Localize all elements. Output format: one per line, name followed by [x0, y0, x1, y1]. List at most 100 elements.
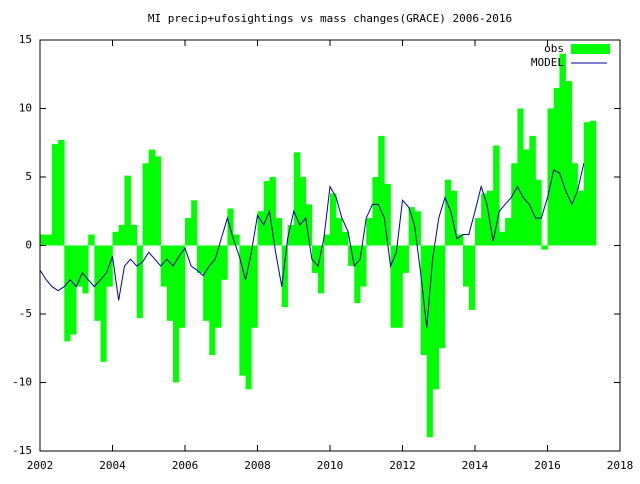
bar	[185, 218, 192, 246]
bar	[402, 245, 409, 273]
bar	[82, 245, 89, 294]
bar	[40, 234, 47, 246]
y-tick-label: 0	[25, 239, 32, 252]
bar	[251, 245, 258, 328]
bar	[408, 207, 415, 246]
bar	[178, 245, 186, 328]
bar	[124, 175, 131, 246]
bar	[493, 145, 500, 246]
bar	[70, 245, 77, 335]
legend-swatch	[571, 44, 610, 54]
model-line	[39, 163, 585, 328]
legend-label: obs	[544, 42, 564, 55]
bar	[456, 234, 464, 246]
bar	[76, 245, 83, 287]
bar	[136, 245, 143, 319]
bar	[553, 87, 560, 246]
x-tick-label: 2006	[172, 459, 199, 472]
bar	[318, 245, 325, 294]
bar	[481, 193, 488, 246]
bar	[577, 190, 585, 246]
bar	[366, 218, 373, 246]
bar	[475, 218, 482, 246]
bar	[360, 245, 367, 287]
bar	[112, 231, 119, 246]
bar	[438, 245, 446, 349]
bar	[130, 224, 138, 246]
bar	[432, 245, 440, 390]
bar	[263, 181, 270, 246]
bar	[330, 193, 337, 246]
bar	[142, 163, 150, 246]
bar	[51, 144, 59, 246]
bar	[463, 245, 470, 287]
bar	[444, 179, 452, 246]
bar	[589, 120, 597, 246]
bar	[118, 224, 125, 246]
bar	[486, 190, 494, 246]
bar	[281, 245, 288, 308]
bar	[46, 234, 53, 246]
bar	[245, 245, 252, 390]
bar	[166, 245, 174, 321]
x-tick-label: 2014	[462, 459, 489, 472]
bar	[523, 149, 530, 246]
bar	[565, 81, 573, 246]
bar	[299, 177, 307, 246]
bar	[196, 245, 204, 273]
bar	[535, 179, 542, 246]
bar	[100, 245, 107, 362]
bar	[354, 245, 361, 304]
bar	[227, 208, 234, 246]
bar	[378, 135, 385, 246]
bar	[390, 245, 397, 328]
x-tick-label: 2018	[607, 459, 634, 472]
bar	[311, 245, 319, 273]
x-tick-label: 2010	[317, 459, 344, 472]
bar	[173, 245, 180, 383]
legend-label: MODEL	[531, 56, 564, 69]
bar	[511, 163, 518, 246]
bar	[215, 245, 222, 328]
x-tick-label: 2002	[27, 459, 54, 472]
bar	[414, 211, 421, 246]
bar	[341, 231, 349, 246]
y-tick-label: 15	[19, 33, 32, 46]
bar	[287, 224, 295, 246]
y-tick-label: -15	[12, 444, 32, 457]
bar	[191, 200, 198, 246]
bar	[396, 245, 403, 328]
bar	[233, 234, 240, 246]
bar	[499, 231, 506, 246]
bar	[348, 245, 355, 267]
bar	[106, 245, 113, 287]
x-tick-label: 2016	[534, 459, 561, 472]
y-tick-label: -10	[12, 376, 32, 389]
bar	[88, 234, 95, 246]
bar	[323, 234, 331, 246]
bar	[154, 156, 162, 246]
bar	[64, 245, 71, 342]
bar	[160, 245, 168, 287]
bar	[426, 245, 433, 438]
bar	[372, 177, 379, 246]
bar	[257, 211, 264, 246]
bar	[517, 108, 524, 246]
bar	[239, 245, 246, 376]
bar	[541, 245, 548, 250]
bar	[505, 218, 512, 246]
y-tick-label: 10	[19, 102, 32, 115]
bar	[547, 108, 554, 246]
x-tick-label: 2004	[99, 459, 126, 472]
bar	[203, 245, 210, 321]
bar	[336, 218, 343, 246]
y-tick-label: -5	[19, 307, 32, 320]
bar	[468, 245, 476, 310]
x-tick-label: 2012	[389, 459, 416, 472]
chart-title: MI precip+ufosightings vs mass changes(G…	[148, 12, 512, 25]
bar	[450, 190, 458, 246]
bar	[275, 218, 283, 246]
bar	[571, 163, 578, 246]
bar	[269, 177, 276, 246]
